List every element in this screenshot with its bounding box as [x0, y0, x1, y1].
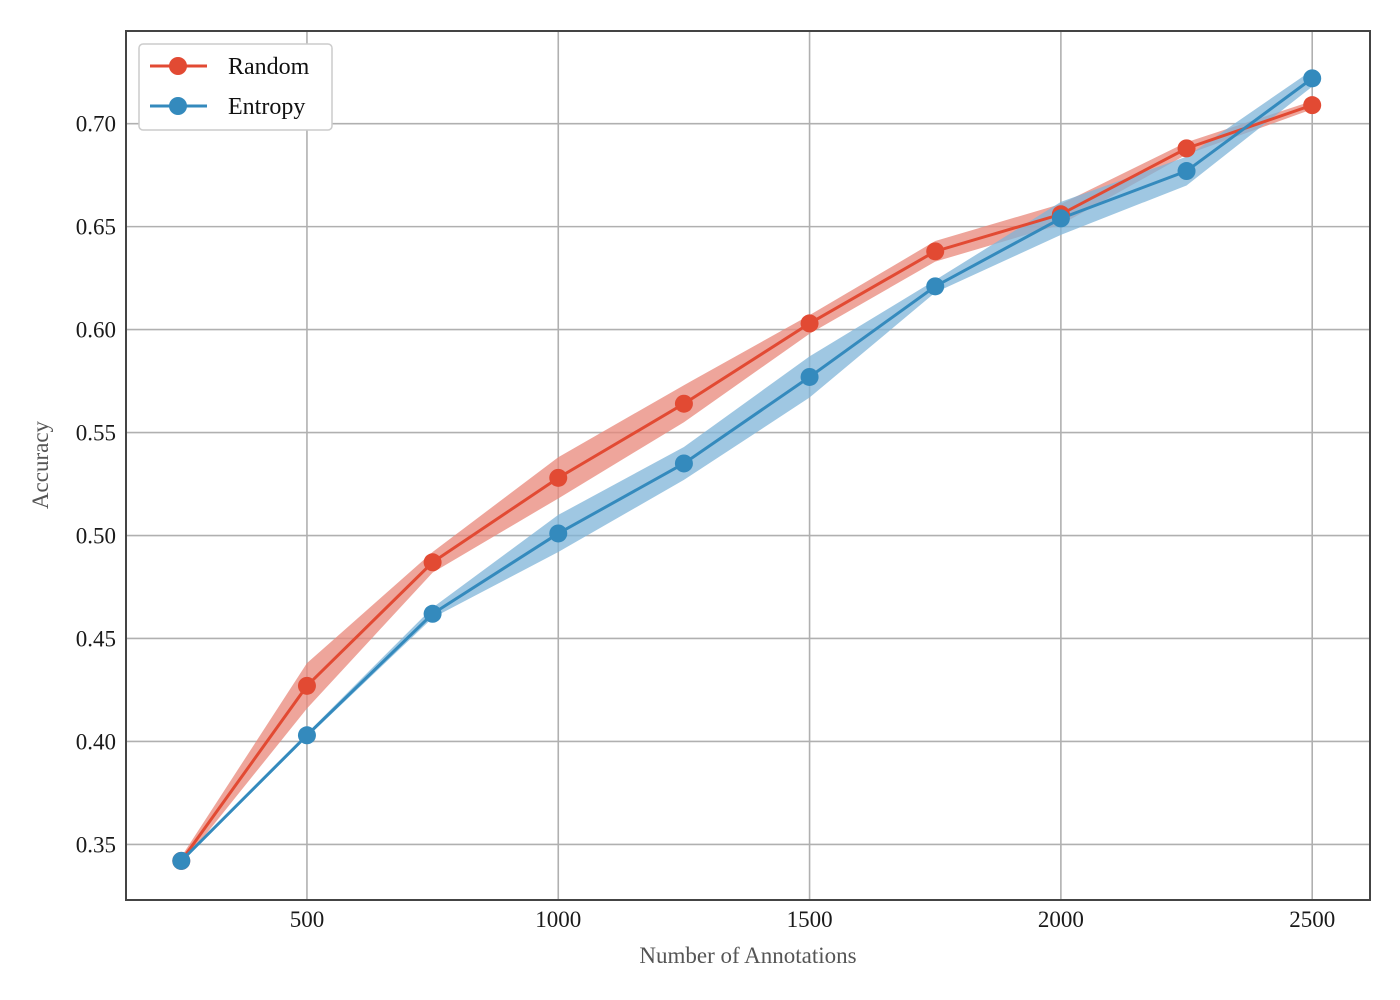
entropy-data-point: [549, 524, 568, 543]
random-data-point: [549, 468, 568, 487]
entropy-data-point: [297, 726, 316, 745]
entropy-data-point: [800, 367, 819, 386]
y-tick-label: 0.35: [76, 832, 116, 857]
plot-frame: [125, 30, 1371, 901]
x-tick-label: 1000: [535, 907, 581, 932]
series-lines: [180, 77, 1314, 862]
y-tick-label: 0.45: [76, 626, 116, 651]
y-axis-label: Accuracy: [28, 420, 53, 509]
legend-entries: Random Entropy: [150, 54, 310, 120]
y-tick-label: 0.65: [76, 215, 116, 240]
random-data-point: [674, 394, 693, 413]
legend-swatch-marker: [169, 57, 187, 75]
x-tick-label: 2500: [1289, 907, 1335, 932]
x-tick-label: 500: [290, 907, 325, 932]
x-tick-label: 1500: [787, 907, 833, 932]
entropy-data-point: [423, 604, 442, 623]
y-tick-label: 0.50: [76, 524, 116, 549]
y-tick-labels: 0.35 0.40 0.45 0.50 0.55 0.60 0.65 0.70: [76, 112, 116, 858]
entropy-confidence-band: [181, 70, 1313, 863]
entropy-data-point: [1303, 69, 1322, 88]
random-series-line: [180, 103, 1313, 862]
x-tick-label: 2000: [1038, 907, 1084, 932]
y-tick-label: 0.60: [76, 318, 116, 343]
legend: Random Entropy: [138, 43, 333, 131]
confidence-bands: [181, 70, 1313, 865]
y-tick-label: 0.40: [76, 729, 116, 754]
legend-swatch-marker: [169, 97, 187, 115]
legend-item-random: Random: [150, 54, 310, 80]
legend-label: Entropy: [228, 94, 305, 120]
grid: [126, 31, 1370, 900]
entropy-data-point: [926, 277, 945, 296]
random-data-point: [297, 676, 316, 695]
y-tick-label: 0.70: [76, 112, 116, 137]
series-markers: [172, 69, 1322, 870]
entropy-data-point: [674, 454, 693, 473]
random-data-point: [1177, 139, 1196, 158]
random-data-point: [926, 242, 945, 261]
x-tick-labels: 500 1000 1500 2000 2500: [290, 907, 1336, 932]
legend-label: Random: [228, 54, 310, 80]
legend-item-entropy: Entropy: [150, 94, 305, 120]
x-axis-label: Number of Annotations: [639, 943, 856, 968]
entropy-data-point: [172, 851, 191, 870]
entropy-series-line: [180, 77, 1314, 862]
random-confidence-band: [181, 101, 1313, 865]
y-tick-label: 0.55: [76, 421, 116, 446]
entropy-data-point: [1051, 209, 1070, 228]
entropy-data-point: [1177, 162, 1196, 181]
random-data-point: [800, 314, 819, 333]
random-data-point: [423, 553, 442, 572]
random-data-point: [1303, 96, 1322, 115]
